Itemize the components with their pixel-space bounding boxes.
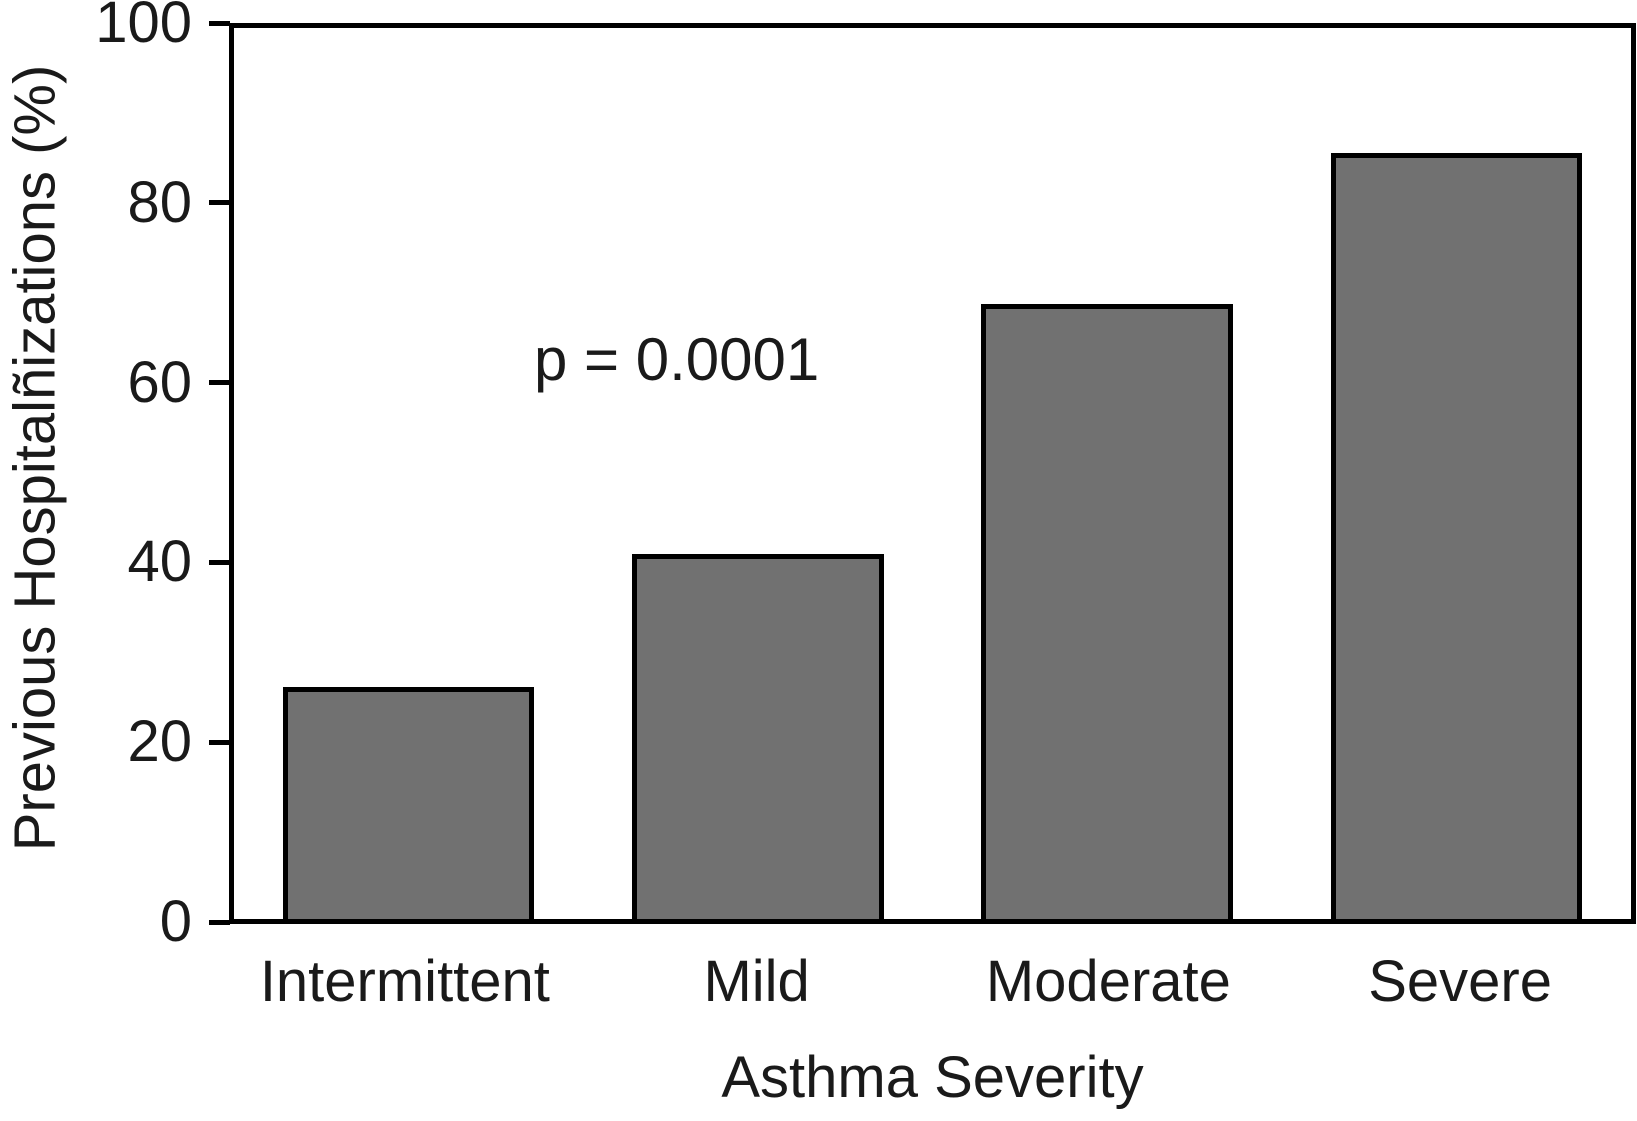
bar-slot-intermittent — [234, 28, 583, 919]
bar-slot-mild — [583, 28, 932, 919]
plot-area: p = 0.0001 — [229, 23, 1636, 924]
y-tick-label-100: 100 — [95, 0, 192, 55]
y-tick-mark-100 — [209, 20, 230, 26]
y-tick-mark-60 — [209, 380, 230, 386]
y-tick-mark-20 — [209, 739, 230, 745]
x-tick-label-intermittent: Intermittent — [259, 949, 550, 1014]
bar-intermittent — [282, 687, 535, 919]
bars-container — [234, 28, 1631, 919]
y-tick-label-80: 80 — [127, 169, 192, 235]
y-tick-label-0: 0 — [159, 889, 192, 954]
x-tick-label-severe: Severe — [1368, 949, 1553, 1014]
y-tick-label-60: 60 — [127, 349, 192, 415]
p-value-annotation: p = 0.0001 — [534, 326, 820, 393]
x-axis-label: Asthma Severity — [721, 1045, 1144, 1110]
bar-severe — [1330, 152, 1583, 919]
bar-moderate — [981, 304, 1233, 919]
y-tick-mark-80 — [209, 200, 230, 206]
bar-slot-severe — [1282, 28, 1631, 919]
y-tick-mark-0 — [209, 919, 230, 925]
x-tick-label-moderate: Moderate — [985, 949, 1231, 1014]
y-tick-label-40: 40 — [127, 529, 192, 595]
x-axis-category-labels: Intermittent Mild Moderate Severe — [229, 952, 1636, 1012]
y-tick-mark-40 — [209, 559, 230, 565]
bar-mild — [632, 553, 884, 919]
y-tick-label-20: 20 — [127, 709, 192, 775]
x-tick-label-mild: Mild — [703, 949, 810, 1014]
bar-slot-moderate — [933, 28, 1282, 919]
